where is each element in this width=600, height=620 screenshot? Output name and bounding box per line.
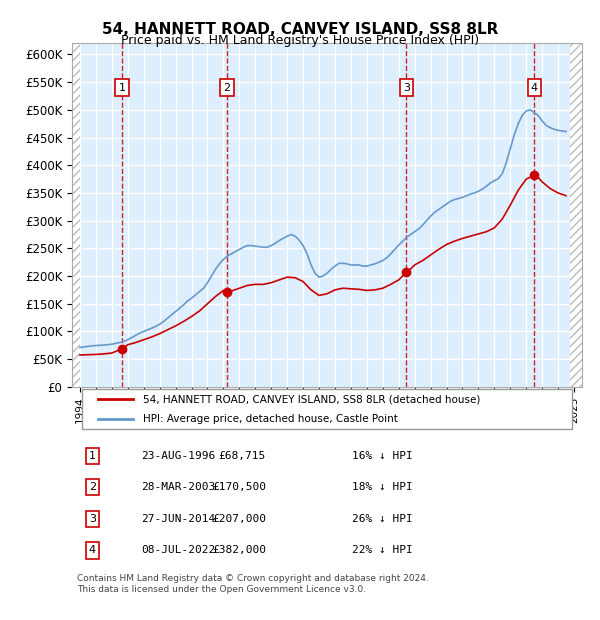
- Text: 54, HANNETT ROAD, CANVEY ISLAND, SS8 8LR (detached house): 54, HANNETT ROAD, CANVEY ISLAND, SS8 8LR…: [143, 394, 481, 404]
- Text: 28-MAR-2003: 28-MAR-2003: [141, 482, 215, 492]
- Bar: [72, 43, 80, 387]
- Text: 08-JUL-2022: 08-JUL-2022: [141, 546, 215, 556]
- Text: 3: 3: [89, 514, 96, 524]
- Text: Price paid vs. HM Land Registry's House Price Index (HPI): Price paid vs. HM Land Registry's House …: [121, 34, 479, 47]
- Bar: [570, 43, 582, 387]
- Text: 1: 1: [119, 82, 125, 93]
- Text: £68,715: £68,715: [218, 451, 266, 461]
- Text: 3: 3: [403, 82, 410, 93]
- Text: 4: 4: [531, 82, 538, 93]
- Text: HPI: Average price, detached house, Castle Point: HPI: Average price, detached house, Cast…: [143, 414, 398, 423]
- Text: Contains HM Land Registry data © Crown copyright and database right 2024.
This d: Contains HM Land Registry data © Crown c…: [77, 574, 429, 593]
- Text: 2: 2: [224, 82, 231, 93]
- Text: 54, HANNETT ROAD, CANVEY ISLAND, SS8 8LR: 54, HANNETT ROAD, CANVEY ISLAND, SS8 8LR: [102, 22, 498, 37]
- Text: 18% ↓ HPI: 18% ↓ HPI: [353, 482, 413, 492]
- Text: 4: 4: [89, 546, 96, 556]
- Text: 2: 2: [89, 482, 96, 492]
- Text: 1: 1: [89, 451, 96, 461]
- Text: £382,000: £382,000: [212, 546, 266, 556]
- Text: £170,500: £170,500: [212, 482, 266, 492]
- Text: 22% ↓ HPI: 22% ↓ HPI: [353, 546, 413, 556]
- FancyBboxPatch shape: [82, 389, 572, 429]
- Text: 23-AUG-1996: 23-AUG-1996: [141, 451, 215, 461]
- Text: 27-JUN-2014: 27-JUN-2014: [141, 514, 215, 524]
- Text: 16% ↓ HPI: 16% ↓ HPI: [353, 451, 413, 461]
- Text: 26% ↓ HPI: 26% ↓ HPI: [353, 514, 413, 524]
- Text: £207,000: £207,000: [212, 514, 266, 524]
